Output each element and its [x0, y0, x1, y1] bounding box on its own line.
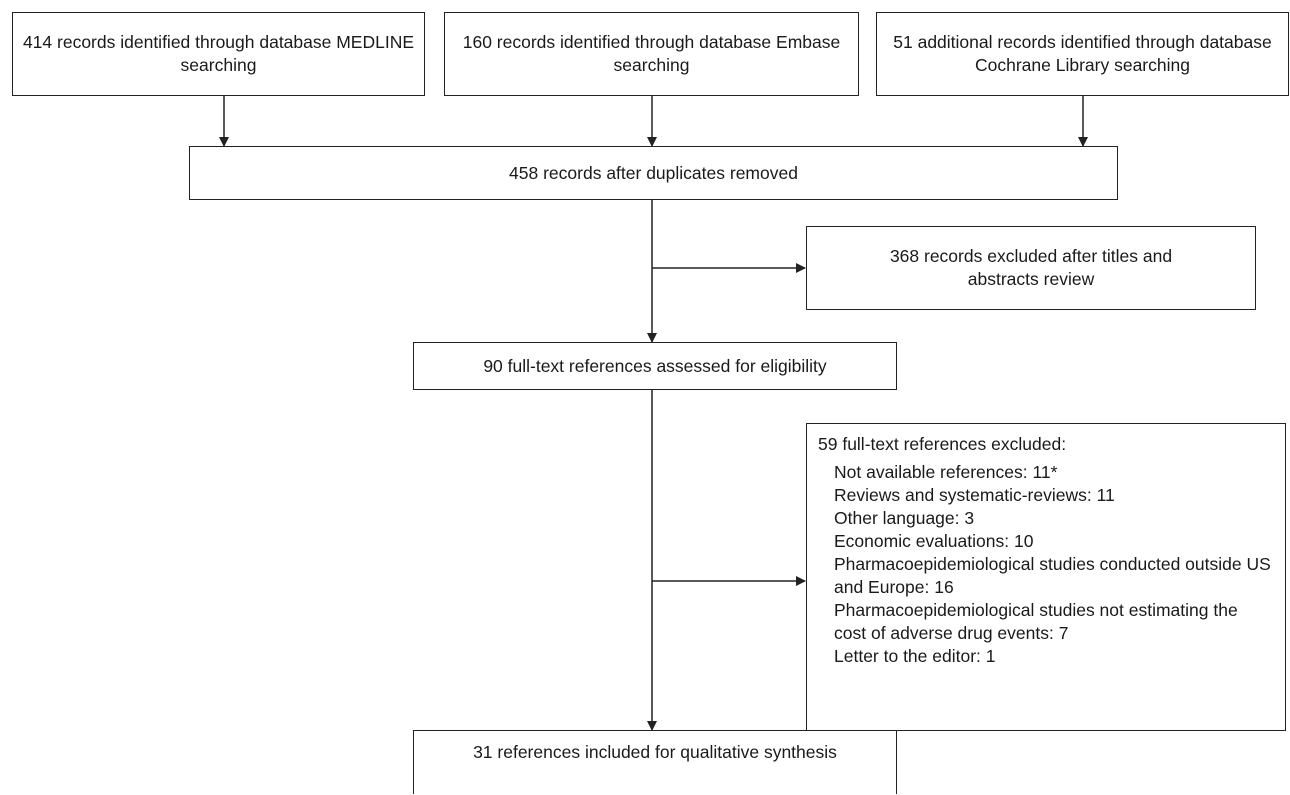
excluded-reason: Pharmacoepidemiological studies not esti… [834, 600, 1238, 643]
fulltext-excluded-heading: 59 full-text references excluded: [818, 434, 1067, 454]
fulltext-excluded-box: 59 full-text references excluded: Not av… [806, 423, 1286, 731]
source-box-cochrane-text: 51 additional records identified through… [893, 32, 1272, 75]
source-box-medline: 414 records identified through database … [12, 12, 425, 96]
source-box-medline-text: 414 records identified through database … [22, 32, 415, 75]
source-box-cochrane: 51 additional records identified through… [876, 12, 1289, 96]
excluded-titles-text: 368 records excluded after titles and ab… [889, 246, 1173, 289]
excluded-reason: Pharmacoepidemiological studies conducte… [834, 554, 1271, 597]
after-duplicates-text: 458 records after duplicates removed [509, 162, 798, 183]
excluded-titles-box: 368 records excluded after titles and ab… [806, 226, 1256, 310]
fulltext-excluded-list: Not available references: 11* Reviews an… [818, 461, 1273, 668]
after-duplicates-box: 458 records after duplicates removed [189, 146, 1118, 200]
excluded-reason: Other language: 3 [834, 508, 975, 528]
fulltext-assessed-box: 90 full-text references assessed for eli… [413, 342, 897, 390]
excluded-reason: Reviews and systematic-reviews: 11 [834, 485, 1115, 505]
included-box: 31 references included for qualitative s… [413, 730, 897, 794]
excluded-reason: Not available references: 11* [834, 462, 1058, 482]
excluded-reason: Economic evaluations: 10 [834, 531, 1034, 551]
fulltext-assessed-text: 90 full-text references assessed for eli… [483, 355, 827, 376]
included-text: 31 references included for qualitative s… [473, 742, 837, 762]
source-box-embase-text: 160 records identified through database … [462, 32, 841, 75]
excluded-reason: Letter to the editor: 1 [834, 646, 996, 666]
source-box-embase: 160 records identified through database … [444, 12, 859, 96]
